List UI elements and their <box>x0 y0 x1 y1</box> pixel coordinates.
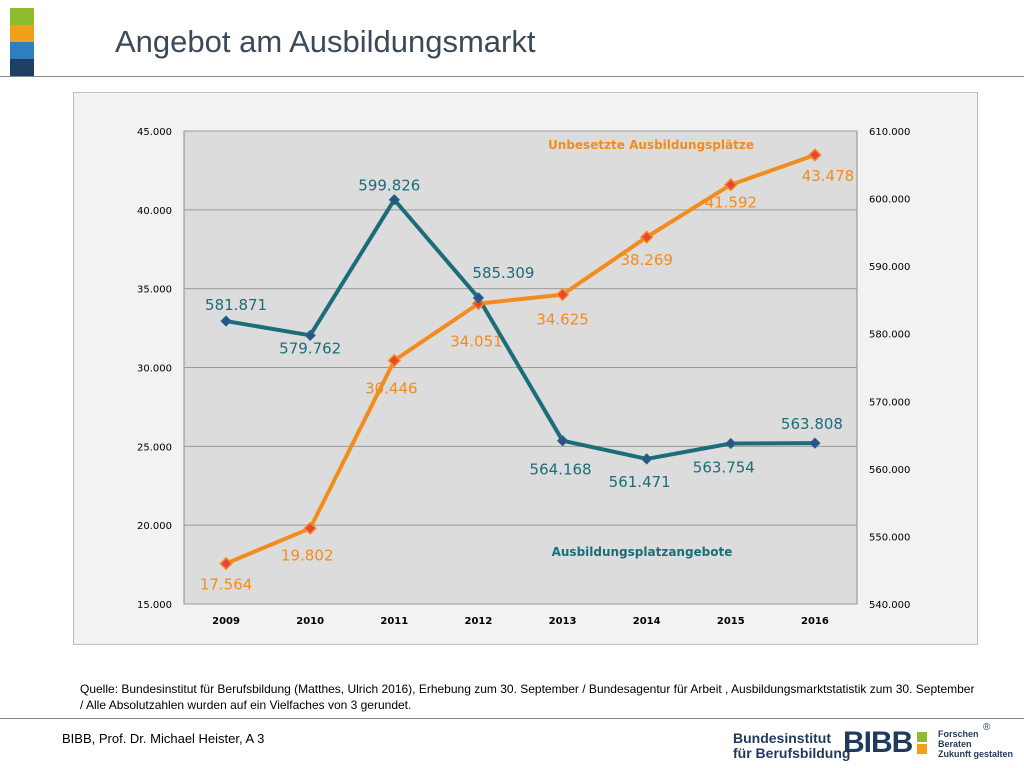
logo-motto-line3: Zukunft gestalten <box>938 749 1014 759</box>
left-axis-tick-label: 20.000 <box>137 521 172 532</box>
data-point-unbesetzte <box>387 353 402 368</box>
x-axis-tick-label: 2013 <box>549 616 577 627</box>
right-axis-tick-label: 610.000 <box>869 127 910 138</box>
data-point-unbesetzte <box>471 296 486 311</box>
right-axis-tick-label: 570.000 <box>869 397 910 408</box>
left-axis-tick-label: 35.000 <box>137 285 172 296</box>
right-axis-tick-label: 580.000 <box>869 330 910 341</box>
data-label-angebote: 599.826 <box>358 177 420 195</box>
left-axis-tick-label: 40.000 <box>137 206 172 217</box>
footer-text: BIBB, Prof. Dr. Michael Heister, A 3 <box>62 731 265 746</box>
brand-bar-navy <box>10 59 34 76</box>
data-label-angebote: 563.754 <box>693 458 755 476</box>
brand-bar-orange <box>10 25 34 42</box>
left-axis-tick-label: 15.000 <box>137 600 172 611</box>
data-label-unbesetzte: 34.051 <box>450 333 503 351</box>
brand-color-bars <box>10 8 34 76</box>
logo-square-orange <box>917 744 927 754</box>
series-line-angebote <box>225 197 815 461</box>
x-axis-tick-label: 2009 <box>212 616 240 627</box>
data-point-unbesetzte <box>219 556 233 571</box>
data-point-unbesetzte <box>808 148 822 162</box>
right-axis-tick-label: 590.000 <box>869 262 910 273</box>
data-point-angebote <box>472 292 485 304</box>
data-label-unbesetzte: 41.592 <box>705 194 758 212</box>
right-axis-tick-label: 560.000 <box>869 465 910 476</box>
data-label-angebote: 585.309 <box>472 264 534 282</box>
right-axis-tick-label: 600.000 <box>869 195 910 206</box>
left-axis-tick-label: 25.000 <box>137 442 172 453</box>
data-label-unbesetzte: 38.269 <box>620 251 673 269</box>
data-label-angebote: 561.471 <box>609 473 671 491</box>
x-axis-tick-label: 2015 <box>717 616 745 627</box>
brand-bar-green <box>10 8 34 25</box>
data-label-unbesetzte: 17.564 <box>200 576 253 594</box>
logo-registered-mark: ® <box>983 722 991 733</box>
right-axis-tick-label: 550.000 <box>869 532 910 543</box>
data-point-angebote <box>388 194 400 206</box>
data-point-unbesetzte <box>303 521 317 536</box>
data-label-unbesetzte: 43.478 <box>802 167 855 185</box>
data-point-angebote <box>725 437 737 450</box>
page-title: Angebot am Ausbildungsmarkt <box>115 24 536 59</box>
series-line-unbesetzte <box>225 153 816 566</box>
data-point-unbesetzte <box>555 287 570 302</box>
logo-wordmark: BIBB <box>843 726 913 759</box>
logo-motto-line1: Forschen <box>938 729 979 739</box>
brand-bar-blue <box>10 42 34 59</box>
x-axis-tick-label: 2016 <box>801 616 829 627</box>
x-axis-tick-label: 2011 <box>380 616 408 627</box>
header-divider <box>0 76 1024 77</box>
logo-motto-line2: Beraten <box>938 739 972 749</box>
left-axis-tick-label: 30.000 <box>137 364 172 375</box>
data-point-unbesetzte <box>724 178 738 192</box>
footer-divider <box>0 718 1024 719</box>
chart-frame: 15.000 20.000 25.000 30.000 35.000 40.000 45.0… <box>73 92 978 645</box>
logo-name-line1: Bundesinstitut <box>733 730 831 746</box>
logo-square-green <box>917 732 927 742</box>
data-label-angebote: 579.762 <box>279 339 341 357</box>
source-note: Quelle: Bundesinstitut für Berufsbildung… <box>80 682 975 712</box>
x-axis-tick-label: 2012 <box>465 616 493 627</box>
logo-institute-name: Bundesinstitut für Berufsbildung <box>733 731 850 761</box>
data-label-angebote: 581.871 <box>205 296 267 314</box>
logo-motto: Forschen Beraten Zukunft gestalten <box>938 729 1013 759</box>
data-label-unbesetzte: 34.625 <box>536 311 589 329</box>
data-label-unbesetzte: 19.802 <box>281 546 334 564</box>
data-label-angebote: 563.808 <box>781 415 843 433</box>
data-point-unbesetzte <box>639 230 654 244</box>
x-axis-tick-label: 2010 <box>296 616 324 627</box>
line-chart: 15.000 20.000 25.000 30.000 35.000 40.000 45.0… <box>137 127 910 627</box>
data-point-angebote <box>556 435 569 447</box>
x-axis-tick-label: 2014 <box>633 616 661 627</box>
data-point-angebote <box>641 453 653 465</box>
bibb-logo: Bundesinstitut für Berufsbildung BIBB Fo… <box>733 722 1023 768</box>
right-axis-tick-label: 540.000 <box>869 600 910 611</box>
data-label-angebote: 564.168 <box>530 461 592 479</box>
logo-name-line2: für Berufsbildung <box>733 745 851 761</box>
series-name-label-unbesetzte: Unbesetzte Ausbildungsplätze <box>548 138 754 152</box>
data-label-unbesetzte: 30.446 <box>365 379 418 397</box>
series-name-label-angebote: Ausbildungsplatzangebote <box>552 545 733 559</box>
data-point-angebote <box>304 329 316 341</box>
data-point-angebote <box>220 315 232 327</box>
left-axis-tick-label: 45.000 <box>137 127 172 138</box>
data-point-angebote <box>809 437 821 449</box>
